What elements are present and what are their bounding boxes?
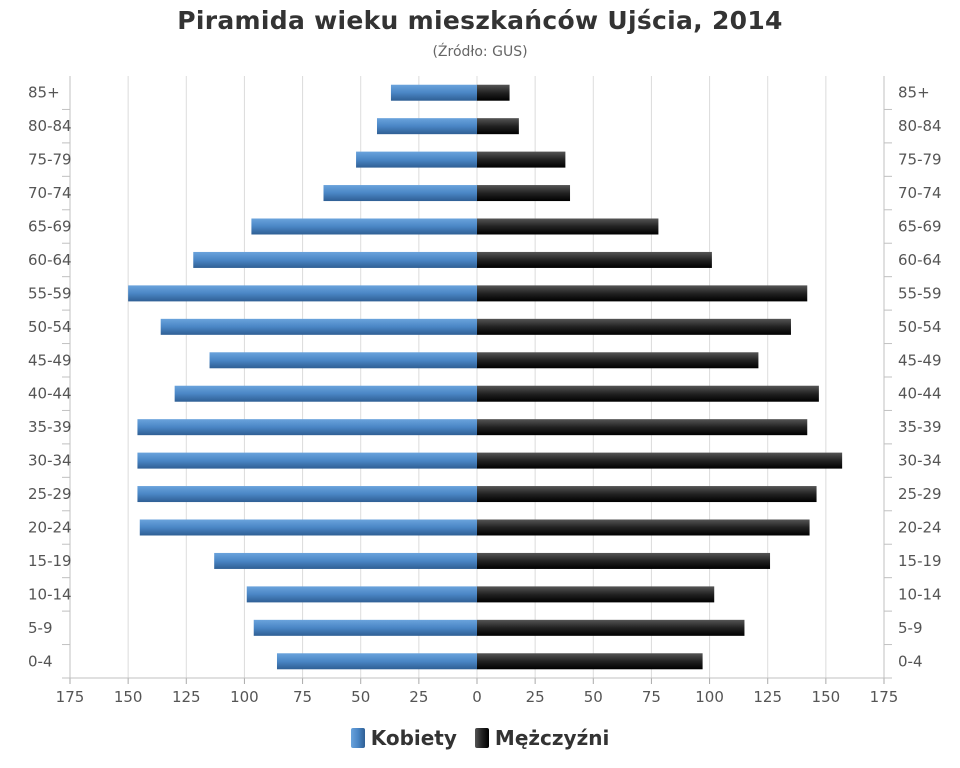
y-label-right: 30-34 — [898, 452, 942, 470]
bar-men — [477, 486, 817, 503]
x-tick-label: 75 — [642, 688, 661, 706]
y-label-left: 85+ — [28, 84, 60, 102]
legend-item-men[interactable]: Mężczyźni — [474, 726, 610, 750]
y-label-right: 50-54 — [898, 318, 942, 336]
x-tick-label: 125 — [753, 688, 782, 706]
legend-label-women: Kobiety — [370, 726, 457, 750]
y-label-right: 20-24 — [898, 519, 942, 537]
bar-men — [477, 586, 715, 603]
y-label-right: 60-64 — [898, 251, 942, 269]
bar-men — [477, 118, 519, 135]
y-label-left: 75-79 — [28, 151, 72, 169]
x-tick-label: 175 — [56, 688, 85, 706]
x-tick-label: 25 — [409, 688, 428, 706]
bar-men — [477, 352, 759, 369]
bar-women — [246, 586, 477, 603]
bar-men — [477, 653, 703, 670]
y-label-right: 70-74 — [898, 184, 942, 202]
x-tick-label: 50 — [351, 688, 370, 706]
y-label-right: 65-69 — [898, 218, 942, 236]
y-label-left: 40-44 — [28, 385, 72, 403]
y-label-right: 15-19 — [898, 552, 942, 570]
chart-subtitle: (Źródło: GUS) — [432, 44, 528, 60]
bar-men — [477, 151, 566, 168]
x-tick-label: 150 — [812, 688, 841, 706]
bar-men — [477, 285, 808, 302]
y-label-left: 45-49 — [28, 351, 72, 369]
chart-title: Piramida wieku mieszkańców Ujścia, 2014 — [177, 6, 783, 35]
bar-women — [139, 519, 477, 536]
x-tick-label: 125 — [172, 688, 201, 706]
y-label-right: 75-79 — [898, 151, 942, 169]
x-tick-label: 175 — [870, 688, 899, 706]
bar-women — [253, 619, 477, 636]
bar-men — [477, 519, 810, 536]
legend: Kobiety Mężczyźni — [0, 724, 960, 752]
y-label-right: 55-59 — [898, 284, 942, 302]
bar-women — [137, 452, 477, 469]
bar-men — [477, 619, 745, 636]
legend-label-men: Mężczyźni — [494, 726, 610, 750]
y-label-left: 25-29 — [28, 485, 72, 503]
y-label-left: 30-34 — [28, 452, 72, 470]
y-label-left: 10-14 — [28, 585, 72, 603]
bar-women — [160, 318, 477, 335]
x-tick-label: 100 — [230, 688, 259, 706]
y-label-left: 55-59 — [28, 284, 72, 302]
bar-men — [477, 452, 843, 469]
y-label-left: 70-74 — [28, 184, 72, 202]
y-label-left: 35-39 — [28, 418, 72, 436]
y-label-left: 80-84 — [28, 117, 72, 135]
y-label-right: 85+ — [898, 84, 930, 102]
bar-women — [209, 352, 478, 369]
bar-men — [477, 419, 808, 436]
y-label-left: 60-64 — [28, 251, 72, 269]
y-label-right: 0-4 — [898, 652, 923, 670]
bar-men — [477, 185, 571, 202]
bar-women — [390, 84, 477, 101]
x-tick-label: 75 — [293, 688, 312, 706]
bar-men — [477, 318, 791, 335]
bar-women — [376, 118, 477, 135]
bar-men — [477, 218, 659, 235]
x-tick-label: 25 — [526, 688, 545, 706]
bar-women — [356, 151, 477, 168]
y-label-right: 25-29 — [898, 485, 942, 503]
bar-women — [251, 218, 477, 235]
bar-women — [137, 486, 477, 503]
bar-men — [477, 552, 771, 569]
legend-item-women[interactable]: Kobiety — [350, 726, 457, 750]
bar-men — [477, 385, 819, 402]
x-tick-label: 0 — [472, 688, 482, 706]
bar-women — [128, 285, 477, 302]
y-label-left: 65-69 — [28, 218, 72, 236]
y-label-right: 10-14 — [898, 585, 942, 603]
y-label-right: 40-44 — [898, 385, 942, 403]
y-label-left: 5-9 — [28, 619, 53, 637]
y-label-left: 20-24 — [28, 519, 72, 537]
bar-women — [174, 385, 477, 402]
x-tick-label: 150 — [114, 688, 143, 706]
y-label-right: 80-84 — [898, 117, 942, 135]
bar-men — [477, 251, 712, 268]
y-label-right: 5-9 — [898, 619, 923, 637]
legend-swatch-women — [350, 728, 365, 748]
bar-men — [477, 84, 510, 101]
bar-women — [323, 185, 477, 202]
y-label-right: 35-39 — [898, 418, 942, 436]
bar-women — [214, 552, 478, 569]
y-label-left: 0-4 — [28, 652, 53, 670]
legend-swatch-men — [474, 728, 489, 748]
y-label-left: 15-19 — [28, 552, 72, 570]
bar-women — [193, 251, 477, 268]
y-label-left: 50-54 — [28, 318, 72, 336]
x-tick-label: 100 — [695, 688, 724, 706]
x-tick-label: 50 — [584, 688, 603, 706]
bar-women — [137, 419, 477, 436]
y-label-right: 45-49 — [898, 351, 942, 369]
bar-women — [276, 653, 477, 670]
